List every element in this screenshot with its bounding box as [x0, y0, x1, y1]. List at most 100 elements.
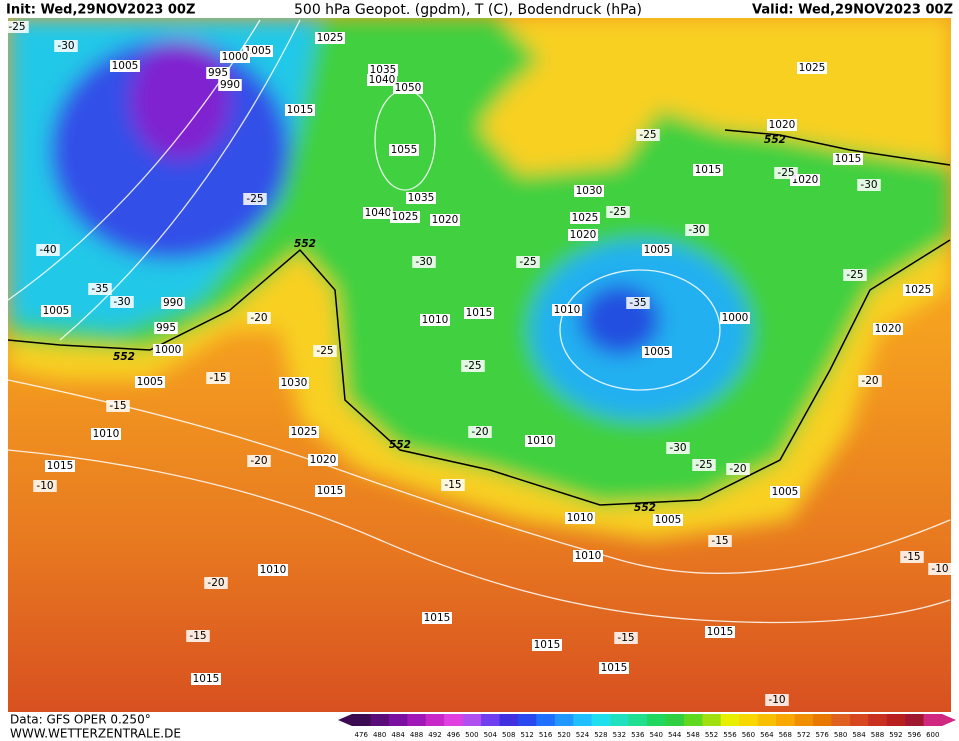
colorbar-label: 592 [889, 731, 902, 739]
isobar-label-box [422, 612, 452, 624]
temp-label-box [110, 296, 134, 308]
temp-label-box [247, 455, 271, 467]
contour-label: 552 [389, 439, 411, 451]
isobar-label-box [574, 185, 604, 197]
isobar-label: 1005 [772, 486, 799, 498]
isobar-label-box [430, 214, 460, 226]
isobar-label-box [220, 51, 250, 63]
colorbar-swatch [739, 714, 759, 726]
colorbar-label: 500 [465, 731, 478, 739]
source-url: WWW.WETTERZENTRALE.DE [10, 727, 181, 741]
isobar-label-box [833, 153, 863, 165]
isobar-label-box [393, 82, 423, 94]
temp-label-box [186, 630, 210, 642]
colorbar: 476 480 484 488 492 496 500 504 508 512 516 520 524 5… [338, 714, 956, 739]
temp-label-box [636, 129, 660, 141]
colorbar-swatch [849, 714, 869, 726]
colorbar-label: 544 [668, 731, 682, 739]
isobar-label: 1020 [432, 214, 459, 226]
temp-label: -25 [519, 256, 536, 268]
contour-label: 552 [113, 351, 135, 363]
temp-label: -30 [669, 442, 686, 454]
isobar-label: 1015 [424, 612, 451, 624]
colorbar-label: 496 [447, 731, 461, 739]
isobar-label-box [642, 346, 672, 358]
temp-label: -30 [113, 296, 130, 308]
temp-label: -25 [639, 129, 656, 141]
isobar-label: 1000 [722, 312, 749, 324]
colorbar-label: 480 [373, 731, 386, 739]
isobar-label: 1010 [422, 314, 449, 326]
temp-label: -15 [209, 372, 226, 384]
colorbar-label: 596 [908, 731, 922, 739]
isobar-label-box [308, 454, 338, 466]
temp-label-box [243, 193, 267, 205]
colorbar-label: 576 [815, 731, 829, 739]
temp-label-box [412, 256, 436, 268]
isobar-label: 1020 [310, 454, 337, 466]
isobar-label: 1010 [575, 550, 602, 562]
isobar-label-box [41, 305, 71, 317]
isobar-label-box [565, 512, 595, 524]
isobar-label-box [720, 312, 750, 324]
valid-time: Valid: Wed,29NOV2023 00Z [752, 3, 953, 18]
colorbar-label: 504 [484, 731, 498, 739]
isobar-label: 1015 [287, 104, 314, 116]
map-field [8, 18, 951, 712]
colorbar-swatch [628, 714, 648, 726]
temp-label-box [313, 345, 337, 357]
isobar-label: 1055 [391, 144, 418, 156]
temp-label-box [857, 179, 881, 191]
isobar-label-box [770, 486, 800, 498]
temp-label: -30 [860, 179, 877, 191]
temp-label-box [204, 577, 228, 589]
isobar-label: 1000 [222, 51, 249, 63]
temp-label-box [206, 372, 230, 384]
temp-label-box [774, 167, 798, 179]
isobar-label: 1015 [707, 626, 734, 638]
isobar-label: 1015 [317, 485, 344, 497]
temp-label: -25 [316, 345, 333, 357]
isobar-label: 1005 [644, 346, 671, 358]
isobar-label-box [525, 435, 555, 447]
temp-label: -15 [903, 551, 920, 563]
isobar-label: 1040 [369, 74, 396, 86]
colorbar-swatch [517, 714, 537, 726]
colorbar-swatch [554, 714, 574, 726]
isobar-label-box [218, 79, 242, 91]
colorbar-swatch [499, 714, 519, 726]
colorbar-label: 520 [557, 731, 570, 739]
colorbar-label: 476 [355, 731, 369, 739]
temp-label: -30 [415, 256, 432, 268]
temp-label-box [858, 375, 882, 387]
colorbar-label: 540 [650, 731, 663, 739]
isobar-label-box [368, 64, 398, 76]
temp-label: -15 [617, 632, 634, 644]
isobar-label: 1025 [291, 426, 318, 438]
colorbar-swatch [776, 714, 795, 726]
temp-label-box [54, 40, 78, 52]
isobar-label-box [206, 67, 230, 79]
temp-label-box [692, 459, 716, 471]
colorbar-label: 492 [428, 731, 441, 739]
isobar-label-box [191, 673, 221, 685]
colorbar-label: 532 [613, 731, 626, 739]
temp-label-box [685, 224, 709, 236]
isobar-label: 1035 [370, 64, 397, 76]
temp-label: -40 [39, 244, 56, 256]
temp-label: -20 [729, 463, 746, 475]
temp-label: -15 [711, 535, 728, 547]
temp-label: -20 [207, 577, 224, 589]
contour-label: 552 [294, 238, 316, 250]
isobar-label: 1025 [572, 212, 599, 224]
temp-label: -25 [777, 167, 794, 179]
isobar-label: 1020 [769, 119, 796, 131]
colorbar-label: 548 [686, 731, 699, 739]
colorbar-label: 552 [705, 731, 718, 739]
temp-label: -35 [91, 283, 108, 295]
colorbar-arrow [942, 714, 956, 726]
temp-label: -25 [609, 206, 626, 218]
temp-label: -20 [250, 312, 267, 324]
colorbar-label: 488 [410, 731, 423, 739]
init-time: Init: Wed,29NOV2023 00Z [6, 3, 195, 18]
